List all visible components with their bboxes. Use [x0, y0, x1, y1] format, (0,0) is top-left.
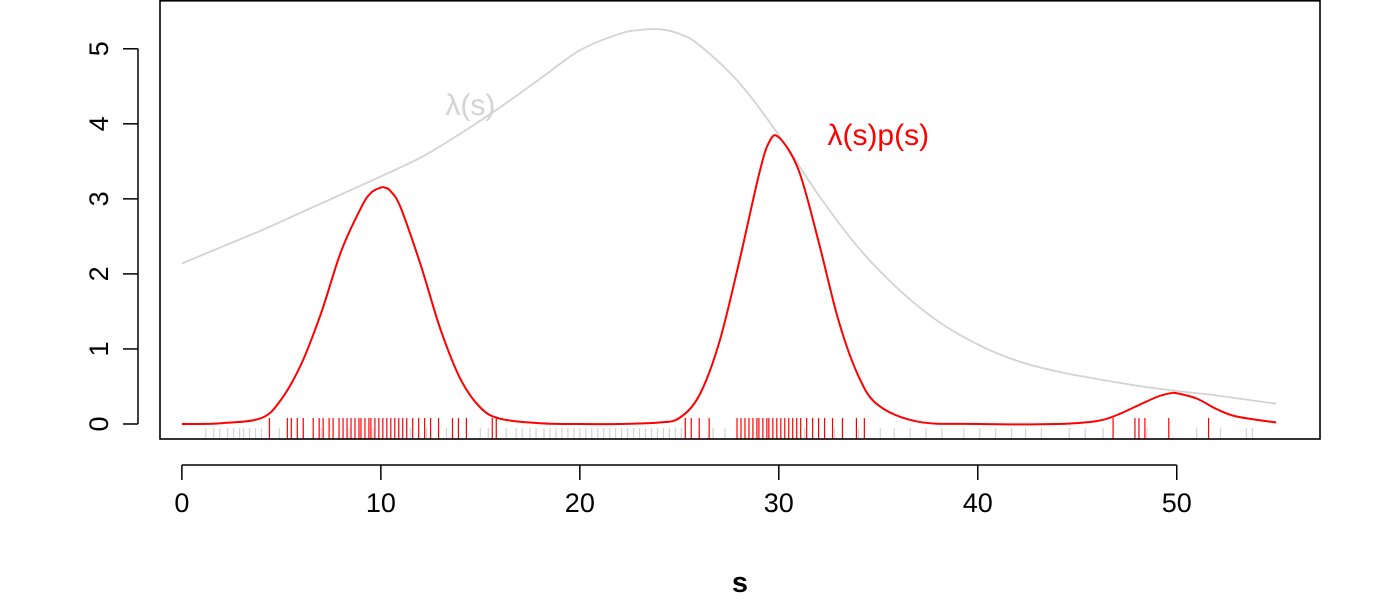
annotation-layer: λ(s) λ(s)p(s) — [445, 89, 929, 152]
annotation-lambda-p: λ(s)p(s) — [827, 119, 929, 152]
y-tick-label: 4 — [84, 116, 114, 131]
x-tick-label: 10 — [366, 488, 396, 518]
y-tick-label: 3 — [84, 191, 114, 206]
series-line-lambda-p — [181, 134, 1277, 426]
y-tick-label: 5 — [84, 41, 114, 56]
y-tick-label: 1 — [84, 341, 114, 356]
x-axis: 0 10 20 30 40 50 — [174, 464, 1192, 518]
y-tick-label: 2 — [84, 266, 114, 281]
x-tick-label: 0 — [174, 488, 189, 518]
x-tick-label: 20 — [565, 488, 595, 518]
series-line-lambda — [181, 28, 1277, 405]
y-tick-label: 0 — [84, 416, 114, 431]
x-tick-label: 50 — [1162, 488, 1192, 518]
annotation-lambda: λ(s) — [445, 89, 495, 122]
x-tick-label: 40 — [963, 488, 993, 518]
plot-frame — [159, 0, 1321, 440]
rug-layer — [205, 418, 1253, 439]
x-tick-label: 30 — [764, 488, 794, 518]
y-axis: 0 1 2 3 4 5 — [84, 41, 139, 432]
series-layer — [181, 28, 1277, 426]
x-axis-label: s — [732, 567, 748, 599]
